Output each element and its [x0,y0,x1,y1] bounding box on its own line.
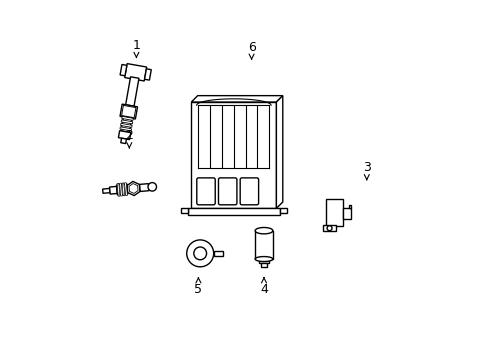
Polygon shape [124,183,127,195]
Polygon shape [120,64,126,76]
Text: 3: 3 [362,161,370,180]
Polygon shape [122,183,124,196]
FancyBboxPatch shape [196,178,215,205]
Polygon shape [116,184,128,195]
Polygon shape [213,251,222,256]
Polygon shape [125,77,139,106]
Polygon shape [120,104,137,119]
Polygon shape [121,123,132,127]
Polygon shape [187,208,279,215]
Polygon shape [122,105,136,118]
Polygon shape [343,208,350,219]
Polygon shape [120,183,122,196]
Polygon shape [349,205,350,208]
Polygon shape [139,184,149,192]
Polygon shape [124,64,146,81]
Polygon shape [129,184,138,193]
Polygon shape [121,117,132,132]
Polygon shape [117,183,120,196]
Circle shape [148,183,156,191]
Polygon shape [127,181,140,195]
Polygon shape [261,263,266,267]
Polygon shape [255,231,272,259]
Polygon shape [191,96,282,102]
Circle shape [186,240,213,267]
Polygon shape [323,225,336,231]
Text: 1: 1 [132,39,140,58]
Polygon shape [276,96,282,208]
Polygon shape [181,208,187,213]
FancyBboxPatch shape [218,178,236,205]
Ellipse shape [255,228,272,234]
Polygon shape [118,131,131,140]
Polygon shape [122,116,133,120]
Polygon shape [144,69,151,80]
Circle shape [326,226,331,231]
Ellipse shape [255,257,272,261]
Polygon shape [325,199,343,226]
Text: 5: 5 [194,278,202,296]
Polygon shape [109,186,117,194]
Text: 6: 6 [247,41,255,59]
Text: 4: 4 [260,278,267,296]
Polygon shape [279,208,286,213]
Circle shape [193,247,206,260]
FancyBboxPatch shape [240,178,258,205]
Polygon shape [121,138,126,144]
Polygon shape [120,127,131,131]
Polygon shape [258,258,269,263]
Polygon shape [191,102,276,208]
Polygon shape [102,188,110,193]
Text: 2: 2 [125,129,133,148]
Polygon shape [121,120,132,124]
